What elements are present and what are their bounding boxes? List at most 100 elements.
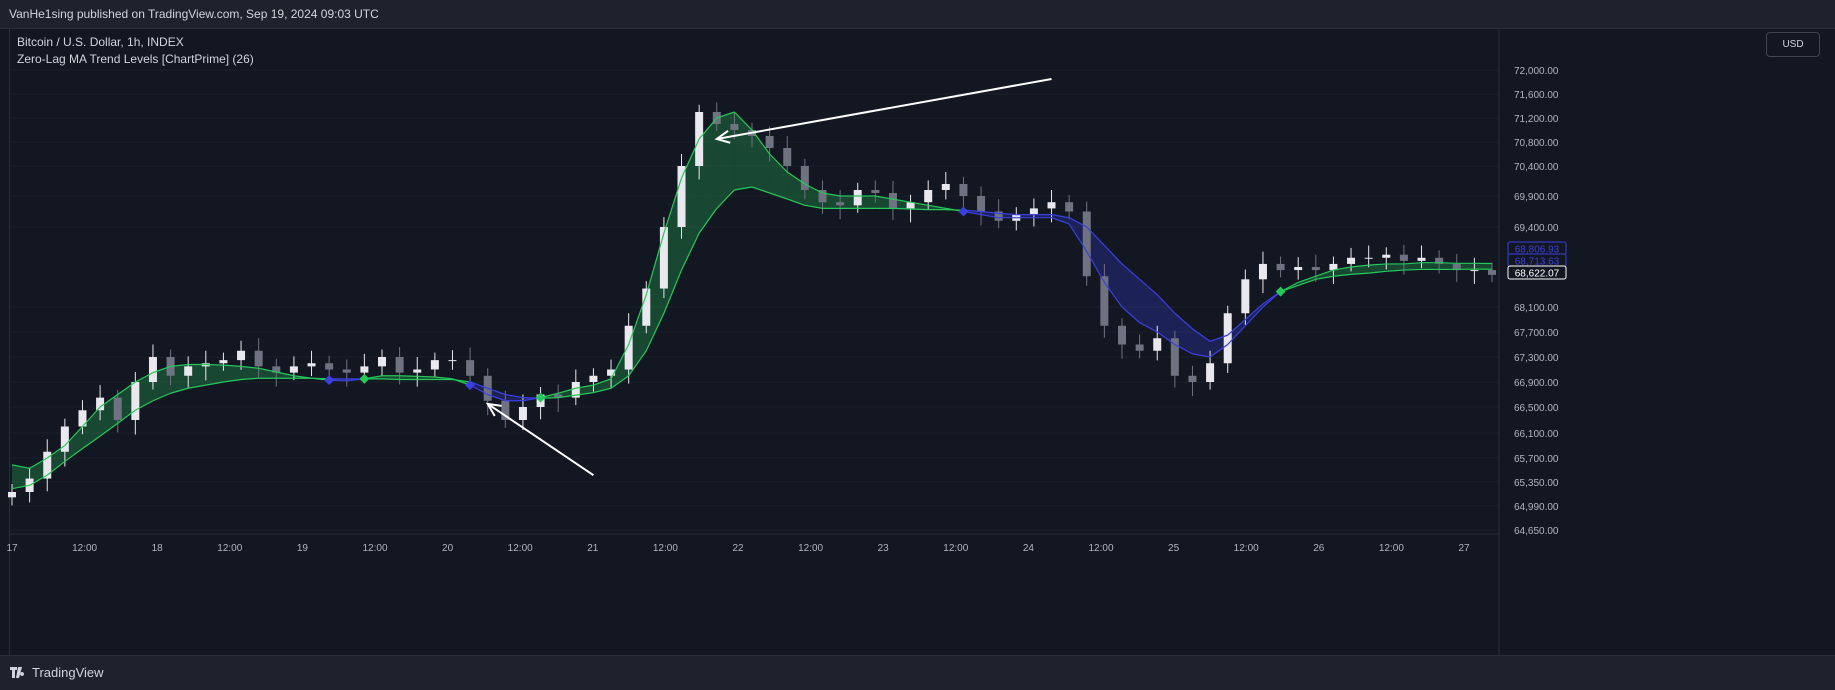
candle-body xyxy=(255,351,263,367)
candle-body xyxy=(1312,267,1320,270)
candle-body xyxy=(431,360,439,369)
candle-body xyxy=(1048,202,1056,208)
candle-body xyxy=(1470,270,1478,271)
x-tick-label: 26 xyxy=(1313,543,1325,554)
x-tick-label: 12:00 xyxy=(217,543,242,554)
x-tick-label: 12:00 xyxy=(508,543,533,554)
candle-body xyxy=(836,202,844,205)
zlma-line xyxy=(1439,263,1457,264)
y-tick-label: 71,200.00 xyxy=(1514,114,1559,125)
candle-body xyxy=(8,492,16,497)
candle-body xyxy=(783,148,791,166)
x-tick-label: 23 xyxy=(878,543,890,554)
indicator-title: Zero-Lag MA Trend Levels [ChartPrime] (2… xyxy=(17,51,254,68)
candle-body xyxy=(959,184,967,196)
candle-body xyxy=(114,398,122,420)
symbol-title: Bitcoin / U.S. Dollar, 1h, INDEX xyxy=(17,34,254,51)
candle-body xyxy=(466,360,474,376)
x-tick-label: 24 xyxy=(1023,543,1035,554)
candle-body xyxy=(1259,264,1267,279)
currency-button[interactable]: USD xyxy=(1766,32,1820,57)
x-tick-label: 12:00 xyxy=(653,543,678,554)
x-tick-label: 18 xyxy=(152,543,164,554)
y-tick-label: 67,300.00 xyxy=(1514,353,1559,364)
candle-body xyxy=(519,407,527,420)
ema-line xyxy=(382,379,400,380)
candle-body xyxy=(1030,208,1038,214)
price-axis: 72,000.00 71,600.00 71,200.00 70,800.00 70,4… xyxy=(1514,66,1559,537)
candle-body xyxy=(1118,326,1126,345)
band-segment xyxy=(1157,295,1175,345)
annotation-arrow xyxy=(717,79,1052,139)
candle-body xyxy=(378,357,386,366)
x-tick-label: 22 xyxy=(732,543,744,554)
candle-body xyxy=(413,370,421,373)
candle-body xyxy=(1382,255,1390,258)
y-tick-label: 69,400.00 xyxy=(1514,223,1559,234)
band-segment xyxy=(1474,263,1492,269)
candle-body xyxy=(1347,258,1355,264)
candle-body xyxy=(678,166,686,227)
footer: TradingView xyxy=(0,655,1835,690)
candle-body xyxy=(96,398,104,411)
tradingview-logo[interactable]: TradingView xyxy=(10,665,104,680)
candle-body xyxy=(1400,255,1408,261)
trend-change-marker xyxy=(324,375,334,385)
band-segment xyxy=(734,112,752,190)
x-tick-label: 17 xyxy=(6,543,18,554)
candle-body xyxy=(1083,212,1091,277)
x-tick-label: 12:00 xyxy=(362,543,387,554)
x-tick-label: 25 xyxy=(1168,543,1180,554)
zlma-line xyxy=(417,376,435,377)
y-tick-label: 65,350.00 xyxy=(1514,478,1559,489)
x-tick-label: 27 xyxy=(1458,543,1470,554)
candle-body xyxy=(1100,276,1108,326)
candle-body xyxy=(1294,267,1302,270)
y-tick-label: 70,400.00 xyxy=(1514,162,1559,173)
candle-body xyxy=(1188,376,1196,382)
candle-body xyxy=(1365,258,1373,259)
trend-change-marker xyxy=(958,207,968,217)
candle-body xyxy=(360,366,368,372)
y-tick-label: 72,000.00 xyxy=(1514,66,1559,77)
x-tick-label: 12:00 xyxy=(798,543,823,554)
x-tick-label: 12:00 xyxy=(1379,543,1404,554)
chart-legend: Bitcoin / U.S. Dollar, 1h, INDEX Zero-La… xyxy=(17,34,254,68)
ema-line xyxy=(911,209,929,210)
candle-body xyxy=(854,190,862,205)
candle-body xyxy=(1241,279,1249,313)
y-tick-label: 71,600.00 xyxy=(1514,90,1559,101)
candle-body xyxy=(924,190,932,202)
candle-body xyxy=(131,382,139,420)
candle-body xyxy=(396,357,404,373)
tradingview-icon xyxy=(10,667,28,679)
candle-body xyxy=(589,376,597,382)
candle-body xyxy=(1136,345,1144,351)
ema-line xyxy=(1404,269,1422,270)
candle-body xyxy=(871,190,879,193)
candle-body xyxy=(290,366,298,372)
y-tick-label: 70,800.00 xyxy=(1514,138,1559,149)
candle-body xyxy=(308,363,316,366)
y-tick-label: 69,900.00 xyxy=(1514,192,1559,203)
y-tick-label: 66,100.00 xyxy=(1514,429,1559,440)
y-tick-label: 66,900.00 xyxy=(1514,378,1559,389)
y-tick-label: 64,650.00 xyxy=(1514,526,1559,537)
candle-body xyxy=(219,360,227,363)
x-tick-label: 12:00 xyxy=(943,543,968,554)
candle-body xyxy=(977,196,985,212)
candle-body xyxy=(660,227,668,289)
candle-body xyxy=(766,136,774,148)
candle-body xyxy=(325,363,333,369)
x-tick-label: 12:00 xyxy=(1088,543,1113,554)
candle-body xyxy=(184,366,192,375)
band-segment xyxy=(1192,329,1210,357)
x-tick-label: 12:00 xyxy=(1234,543,1259,554)
candle-body xyxy=(237,351,245,360)
candle-body xyxy=(1277,264,1285,270)
zlma-line xyxy=(400,376,418,377)
candle-body xyxy=(343,370,351,373)
